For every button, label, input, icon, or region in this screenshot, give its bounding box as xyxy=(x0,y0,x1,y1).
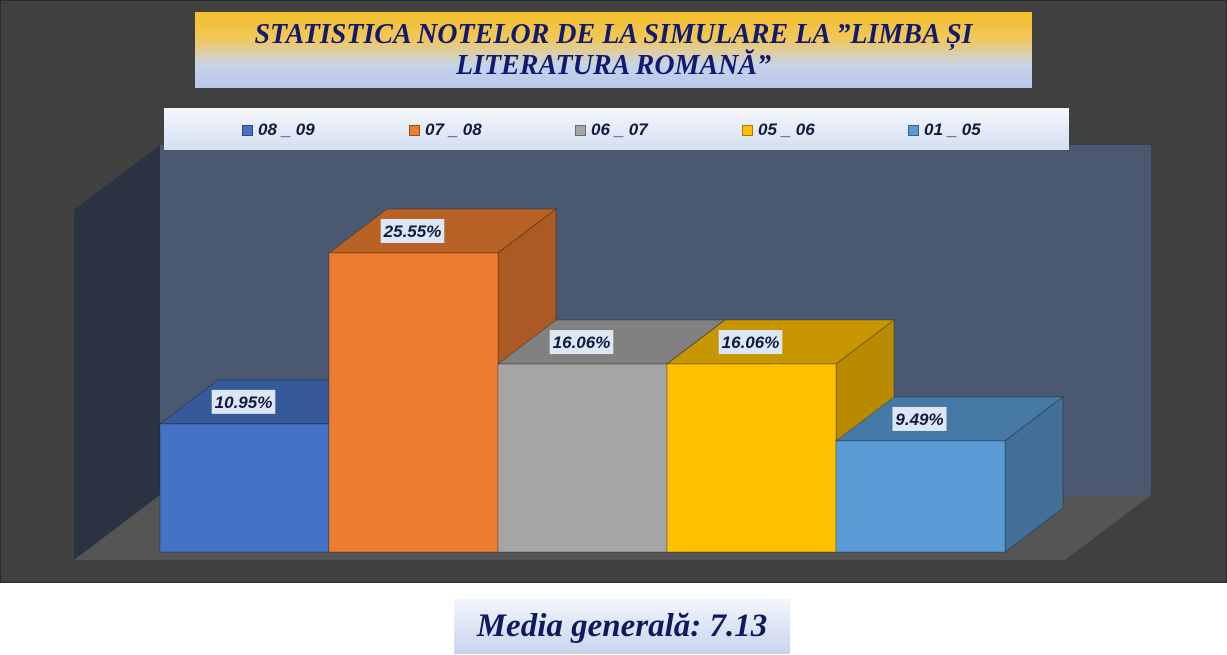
data-label-text: 9.49% xyxy=(895,410,943,429)
legend-item-5: 01 _ 05 xyxy=(908,120,981,140)
data-label: 25.55% xyxy=(380,219,445,243)
legend-swatch xyxy=(742,124,753,136)
legend-label: 08 _ 09 xyxy=(258,120,315,139)
legend-item-2: 07 _ 08 xyxy=(409,120,482,140)
legend-label: 01 _ 05 xyxy=(924,120,981,139)
data-label-box xyxy=(718,330,783,355)
legend-label: 06 _ 07 xyxy=(591,120,648,139)
data-label-box xyxy=(380,219,445,243)
bar-front xyxy=(159,423,330,553)
data-label-box xyxy=(211,389,276,414)
chart-title-box: STATISTICA NOTELOR DE LA SIMULARE LA ”LI… xyxy=(195,12,1032,88)
data-label-text: 10.95% xyxy=(215,393,273,412)
data-label: 10.95% xyxy=(211,389,276,414)
data-labels-layer: 10.95% 25.55% 16.06% 16.06% 9.49% xyxy=(211,219,947,431)
data-label: 16.06% xyxy=(718,330,783,355)
data-label-text: 16.06% xyxy=(722,333,780,352)
average-label: Media generală: 7.13 xyxy=(476,608,768,644)
chart-title: STATISTICA NOTELOR DE LA SIMULARE LA ”LI… xyxy=(254,19,973,81)
legend-label: 05 _ 06 xyxy=(758,120,815,139)
legend-swatch xyxy=(908,124,919,136)
data-label-text: 16.06% xyxy=(553,333,611,352)
data-label-box xyxy=(892,406,947,431)
data-label: 16.06% xyxy=(549,330,614,355)
legend-item-4: 05 _ 06 xyxy=(742,120,815,140)
chart-plot: 10.95% 25.55% 16.06% 16.06% 9.49% xyxy=(74,145,1151,560)
legend-swatch xyxy=(575,124,586,136)
legend-item-3: 06 _ 07 xyxy=(575,120,648,140)
chart-legend: 08 _ 09 07 _ 08 06 _ 07 05 _ 06 01 _ 05 xyxy=(164,108,1069,150)
bar-front xyxy=(666,363,837,553)
bar-front xyxy=(328,252,499,553)
data-label: 9.49% xyxy=(892,406,947,431)
bar-front xyxy=(835,440,1006,553)
legend-item-1: 08 _ 09 xyxy=(242,120,315,140)
side-wall xyxy=(74,145,160,560)
legend-label: 07 _ 08 xyxy=(425,120,482,139)
bar xyxy=(834,395,1065,554)
data-label-text: 25.55% xyxy=(383,222,442,241)
legend-swatch xyxy=(409,124,420,136)
average-box: Media generală: 7.13 xyxy=(454,599,790,654)
legend-swatch xyxy=(242,124,253,136)
bar-front xyxy=(497,363,668,553)
data-label-box xyxy=(549,330,614,355)
